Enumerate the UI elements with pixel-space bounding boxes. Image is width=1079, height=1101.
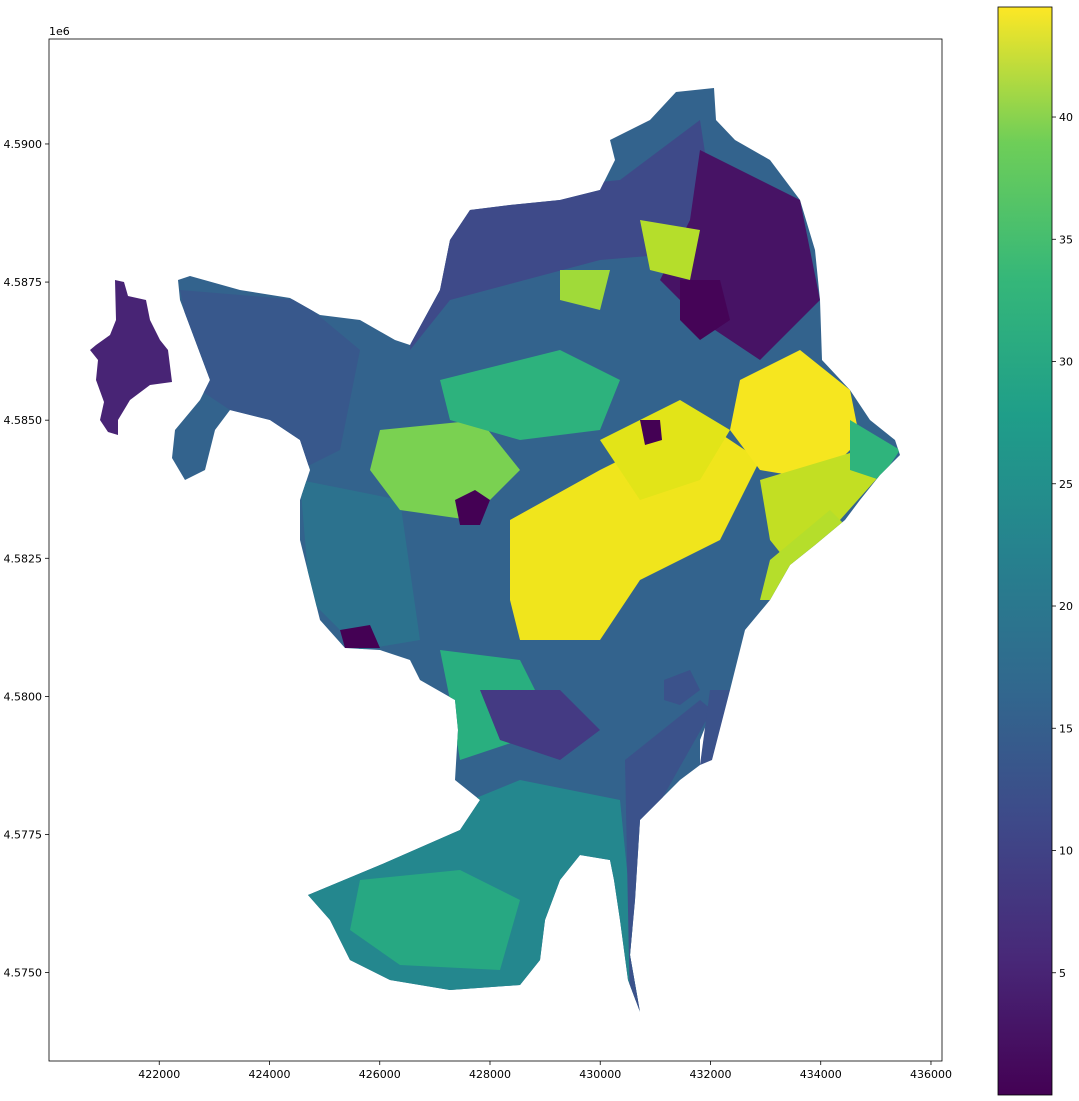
city-value-zones	[180, 120, 900, 1010]
harbor-pier-polygon	[664, 670, 700, 705]
zone-dark-3	[680, 280, 730, 340]
breakwater-polygon	[700, 690, 730, 765]
zone-coastal-east	[760, 450, 880, 565]
colorbar-tick-label: 30	[1059, 356, 1073, 369]
zone-west-hills	[180, 290, 360, 470]
x-tick-label: 434000	[800, 1068, 842, 1081]
y-tick-label: 4.5900	[4, 138, 43, 151]
y-tick-label: 4.5775	[4, 829, 43, 842]
zone-mid-green-4	[560, 270, 610, 310]
zone-south-green	[350, 870, 520, 970]
zone-dark-1	[455, 490, 490, 525]
zone-north-hills	[410, 120, 720, 350]
x-tick-label: 424000	[248, 1068, 290, 1081]
y-tick-label: 4.5825	[4, 552, 43, 565]
x-tick-label: 430000	[579, 1068, 621, 1081]
y-tick-label: 4.5800	[4, 690, 43, 703]
zone-central	[600, 400, 730, 500]
colorbar-ticks: 5 10 15 20 25 30 35 40	[1052, 111, 1073, 980]
zone-mid-green-2	[440, 350, 620, 440]
x-tick-label: 432000	[689, 1068, 731, 1081]
colorbar-tick-label: 35	[1059, 233, 1073, 246]
x-axis-ticks: 422000 424000 426000 428000 430000 432000 4340…	[138, 1061, 952, 1081]
zone-mid-green-3	[640, 220, 700, 280]
zone-east-core	[730, 350, 860, 480]
colorbar-tick-label: 5	[1059, 967, 1066, 980]
y-tick-label: 4.5850	[4, 414, 43, 427]
map-layer	[90, 88, 900, 1012]
y-tick-label: 4.5875	[4, 276, 43, 289]
colorbar-tick-label: 20	[1059, 600, 1073, 613]
zone-dark-4	[340, 625, 380, 648]
y-tick-label: 4.5750	[4, 967, 43, 980]
colorbar-tick-label: 10	[1059, 845, 1073, 858]
x-tick-label: 422000	[138, 1068, 180, 1081]
x-tick-label: 426000	[359, 1068, 401, 1081]
zone-east-green	[850, 420, 900, 480]
zone-dark-2	[640, 420, 662, 445]
axis-offset-label: 1e6	[49, 25, 70, 38]
zone-port-strip	[625, 700, 712, 1010]
western-district-polygon	[90, 280, 172, 435]
zone-montjuic	[480, 690, 600, 760]
x-tick-label: 428000	[469, 1068, 511, 1081]
x-tick-label: 436000	[910, 1068, 952, 1081]
colorbar-tick-label: 40	[1059, 111, 1073, 124]
y-axis-ticks: 4.5750 4.5775 4.5800 4.5825 4.5850 4.5875 4.59…	[4, 138, 49, 980]
colorbar-tick-label: 25	[1059, 478, 1073, 491]
zone-sw-suburb	[300, 480, 420, 650]
colorbar	[997, 6, 1053, 1096]
colorbar-tick-label: 15	[1059, 722, 1073, 735]
